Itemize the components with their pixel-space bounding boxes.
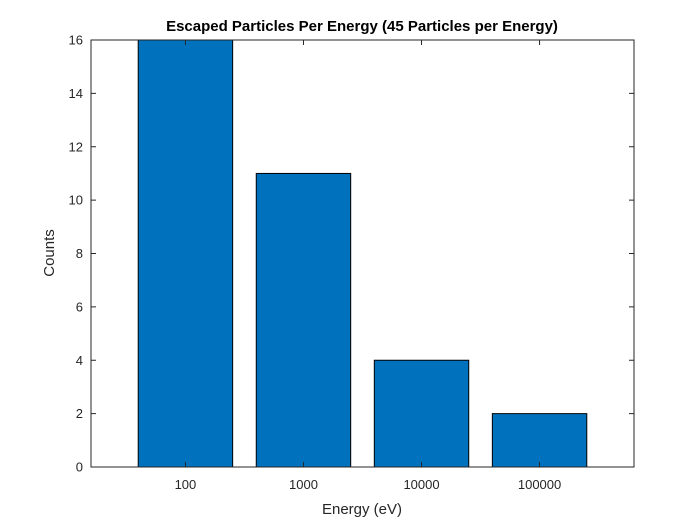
y-tick-label: 4 [76, 353, 83, 368]
x-tick-label: 100000 [518, 477, 561, 492]
y-tick-label: 10 [69, 193, 83, 208]
y-tick-label: 2 [76, 406, 83, 421]
y-tick-label: 14 [69, 86, 83, 101]
bar-100 [137, 39, 234, 468]
x-axis-ticks: 100 1000 10000 100000 [175, 40, 561, 492]
x-axis-label: Energy (eV) [322, 501, 402, 518]
bar-1000 [255, 172, 352, 468]
y-tick-label: 0 [76, 460, 83, 475]
chart-title: Escaped Particles Per Energy (45 Particl… [166, 18, 558, 35]
y-tick-label: 6 [76, 299, 83, 314]
bar-10000 [373, 359, 470, 468]
x-tick-label: 1000 [289, 477, 318, 492]
y-axis-label: Counts [41, 229, 58, 277]
bar-100000 [491, 413, 588, 468]
y-tick-label: 8 [76, 246, 83, 261]
x-tick-label: 10000 [403, 477, 439, 492]
bars-group [137, 39, 588, 468]
x-tick-label: 100 [175, 477, 197, 492]
y-tick-label: 16 [69, 33, 83, 48]
y-axis-ticks: 0 2 4 6 8 10 12 14 16 [69, 33, 634, 475]
y-tick-label: 12 [69, 139, 83, 154]
